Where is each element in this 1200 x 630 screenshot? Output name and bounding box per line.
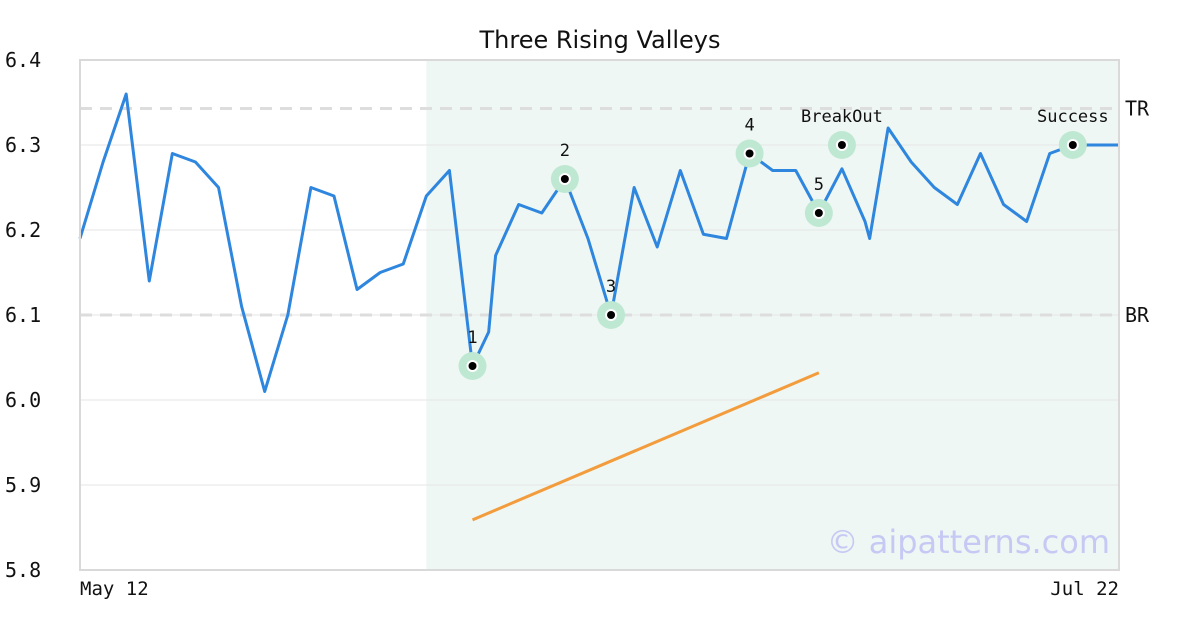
marker-2: 2 [550,141,579,193]
y-tick-label: 6.3 [5,133,41,157]
marker-success: Success [1037,107,1109,159]
marker-3: 3 [597,277,626,329]
marker-5: 5 [804,175,833,227]
marker-label: 3 [606,277,616,297]
marker-dot [468,362,477,370]
marker-label: 4 [744,116,754,136]
x-tick-start: May 12 [80,578,149,600]
marker-dot [607,311,616,319]
marker-label: 1 [467,328,477,348]
marker-4: 4 [735,116,764,168]
y-axis-ticks: 6.4 6.3 6.2 6.1 6.0 5.9 5.8 [5,48,41,582]
marker-breakout: BreakOut [801,107,883,159]
reference-label-br: BR [1125,303,1150,327]
watermark: © aipatterns.com [827,523,1110,561]
y-tick-label: 5.9 [5,473,41,497]
marker-dot [560,175,569,183]
y-tick-label: 6.1 [5,303,41,327]
reference-label-tr: TR [1125,96,1150,120]
x-tick-end: Jul 22 [1050,578,1119,600]
marker-label: BreakOut [801,107,883,127]
marker-1: 1 [458,328,487,380]
marker-label: 5 [814,175,824,195]
marker-label: Success [1037,107,1109,127]
y-tick-label: 5.8 [5,558,41,582]
price-line [78,92,1119,393]
trend-line [471,371,820,522]
marker-dot [814,209,823,217]
y-tick-label: 6.4 [5,48,41,72]
marker-dot [1068,141,1077,149]
marker-dot [745,149,754,158]
chart-title: Three Rising Valleys [478,26,720,54]
marker-dot [837,141,846,149]
plot-frame [79,59,1120,571]
markers: 1 2 3 4 5 BreakOut Success [458,107,1109,380]
marker-label: 2 [560,141,570,161]
y-tick-label: 6.2 [5,218,41,242]
y-tick-label: 6.0 [5,388,41,412]
